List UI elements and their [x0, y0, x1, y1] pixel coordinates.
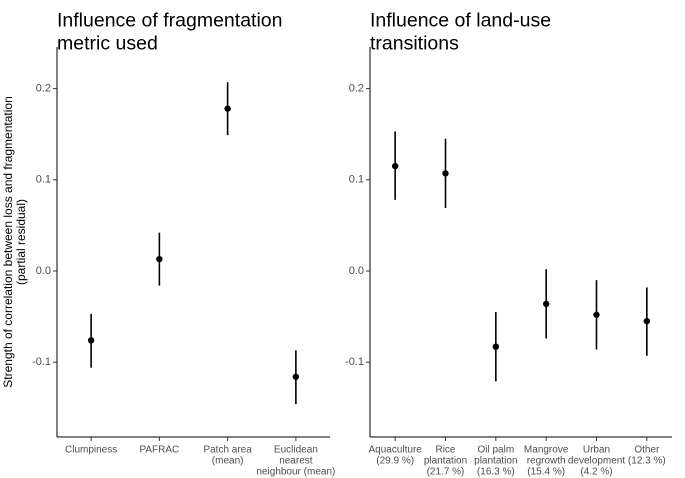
x-tick-label: neighbour (mean) — [256, 467, 335, 478]
panel-title-line: Influence of land-use — [370, 10, 551, 32]
x-tick-label: Other — [634, 445, 660, 456]
data-point — [643, 317, 651, 325]
x-tick-label: (12.3 %) — [628, 456, 666, 467]
x-tick-label: Mangrove — [524, 445, 569, 456]
y-tick-label: 0.1 — [36, 174, 51, 186]
x-tick-label: (mean) — [212, 456, 244, 467]
x-tick-label: (29.9 %) — [376, 456, 414, 467]
x-tick-label: Patch area — [203, 445, 252, 456]
y-tick-label: 0.1 — [349, 174, 364, 186]
x-tick-label: PAFRAC — [139, 445, 179, 456]
x-tick-label: plantation — [424, 456, 467, 467]
y-tick-label: -0.1 — [345, 356, 364, 368]
data-point — [292, 373, 300, 380]
x-tick-label: plantation — [474, 456, 517, 467]
x-tick-label: (4.2 %) — [580, 467, 612, 478]
y-tick-label: -0.1 — [32, 356, 51, 368]
y-axis-label: Strength of correlation between loss and… — [1, 96, 28, 388]
x-tick-label: Rice — [435, 445, 455, 456]
x-tick-label: (16.3 %) — [477, 467, 515, 478]
y-axis-label-line: Strength of correlation between loss and… — [1, 96, 15, 388]
y-tick-label: 0.2 — [349, 83, 364, 95]
data-point — [224, 105, 231, 112]
y-tick-label: 0.0 — [36, 265, 51, 277]
y-tick-label: 0.0 — [349, 265, 364, 277]
data-point — [542, 300, 550, 308]
x-tick-label: Urban — [583, 445, 610, 456]
data-point — [391, 162, 399, 170]
x-tick-label: Aquaculture — [368, 445, 422, 456]
x-tick-label: (21.7 %) — [427, 467, 465, 478]
y-axis-label-line: (partial residual) — [14, 199, 28, 285]
x-tick-label: regrowth — [527, 456, 566, 467]
panel-title-line: transitions — [370, 33, 459, 55]
x-tick-label: Clumpiness — [65, 445, 117, 456]
data-point — [442, 170, 449, 177]
panel-title-line: metric used — [57, 33, 158, 55]
data-point — [492, 343, 500, 350]
x-tick-label: Euclidean — [274, 445, 318, 456]
x-tick-label: (15.4 %) — [527, 467, 565, 478]
data-point — [156, 255, 163, 263]
x-tick-label: Oil palm — [477, 445, 514, 456]
data-point — [593, 311, 600, 318]
data-point — [87, 337, 95, 344]
y-tick-label: 0.2 — [36, 83, 51, 95]
x-tick-label: development — [568, 456, 625, 467]
panel-title-line: Influence of fragmentation — [57, 10, 282, 32]
x-tick-label: nearest — [279, 456, 313, 467]
